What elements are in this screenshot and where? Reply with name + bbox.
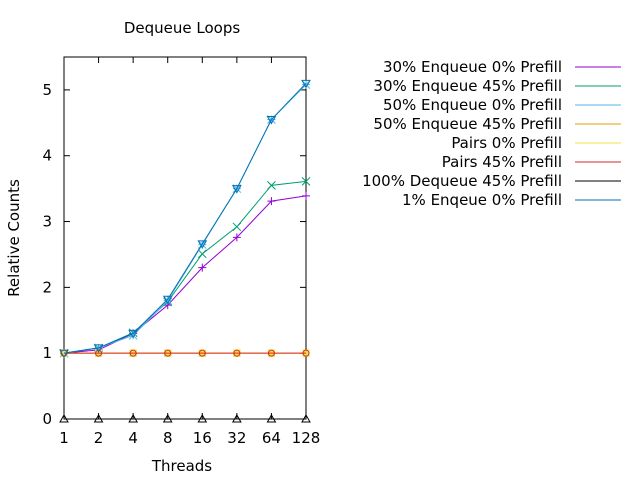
legend-label: Pairs 45% Prefill — [442, 153, 562, 171]
series-point — [197, 240, 208, 249]
series-point — [301, 79, 311, 89]
legend-label: 30% Enqueue 45% Prefill — [373, 77, 562, 95]
series-point — [231, 185, 242, 194]
legend-item: Pairs 45% Prefill — [442, 153, 621, 171]
series-point — [93, 413, 104, 423]
series-point — [301, 80, 311, 89]
x-axis: 1 2 4 8 16 32 64 128 — [59, 57, 320, 447]
series-point — [128, 329, 139, 339]
series-point — [267, 349, 275, 357]
series-point — [231, 413, 242, 423]
series-point — [233, 349, 241, 357]
series-point — [301, 413, 311, 423]
legend-label: 30% Enqueue 0% Prefill — [383, 58, 562, 76]
y-tick-label: 5 — [42, 81, 52, 99]
series-point — [163, 296, 173, 305]
plot-frame — [63, 56, 307, 420]
chart-title: Dequeue Loops — [124, 19, 241, 37]
series-point — [59, 413, 69, 423]
x-tick-label: 2 — [94, 429, 104, 447]
series-point — [128, 331, 138, 340]
legend-item: 50% Enqueue 0% Prefill — [383, 96, 621, 114]
y-tick-label: 0 — [42, 410, 52, 428]
series-point — [232, 222, 242, 232]
series-point — [93, 344, 104, 353]
series-point — [301, 177, 311, 186]
x-axis-label: Threads — [151, 457, 212, 475]
legend-item: 30% Enqueue 0% Prefill — [383, 58, 621, 76]
series-point — [267, 180, 276, 190]
x-tick-label: 4 — [128, 429, 138, 447]
series-point — [267, 197, 276, 206]
x-tick-label: 32 — [227, 429, 246, 447]
x-tick-label: 8 — [163, 429, 173, 447]
series-point — [302, 191, 310, 200]
y-tick-label: 4 — [42, 147, 52, 165]
series-point — [266, 116, 277, 125]
y-axis: 0 1 2 3 4 5 — [42, 81, 306, 428]
series-line — [63, 195, 307, 354]
legend-label: 100% Dequeue 45% Prefill — [362, 172, 562, 190]
series-8 — [59, 79, 311, 359]
series-2 — [59, 177, 311, 358]
legend-label: 50% Enqueue 45% Prefill — [373, 115, 562, 133]
legend-item: 100% Dequeue 45% Prefill — [362, 172, 621, 190]
series-7 — [59, 413, 311, 423]
x-tick-label: 128 — [292, 429, 321, 447]
series-point — [198, 263, 207, 272]
series-line — [63, 180, 307, 354]
series-point — [162, 413, 173, 423]
series-point — [95, 349, 103, 357]
legend-item: 1% Enqeue 0% Prefill — [402, 191, 621, 209]
series-line — [63, 82, 307, 354]
series-point — [266, 413, 277, 423]
series-point — [198, 349, 206, 357]
y-tick-label: 3 — [42, 213, 52, 231]
legend-label: Pairs 0% Prefill — [451, 134, 562, 152]
series-point — [59, 349, 69, 359]
legend-item: 50% Enqueue 45% Prefill — [373, 115, 621, 133]
y-tick-label: 1 — [42, 344, 52, 362]
series-line — [63, 84, 307, 354]
series-point — [232, 233, 241, 242]
series-layer — [59, 79, 311, 423]
series-1 — [60, 191, 310, 358]
series-point — [129, 349, 137, 357]
series-point — [164, 349, 172, 357]
legend-label: 50% Enqueue 0% Prefill — [383, 96, 562, 114]
series-point — [197, 413, 208, 423]
series-point — [128, 413, 139, 423]
series-point — [162, 295, 173, 305]
x-tick-label: 64 — [262, 429, 281, 447]
series-point — [197, 249, 207, 259]
y-tick-label: 2 — [42, 278, 52, 296]
legend-label: 1% Enqeue 0% Prefill — [402, 191, 562, 209]
y-axis-label: Relative Counts — [5, 179, 23, 297]
x-tick-label: 1 — [59, 429, 69, 447]
series-point — [302, 349, 310, 357]
legend-item: Pairs 0% Prefill — [451, 134, 621, 152]
x-tick-label: 16 — [193, 429, 212, 447]
legend-item: 30% Enqueue 45% Prefill — [373, 77, 621, 95]
